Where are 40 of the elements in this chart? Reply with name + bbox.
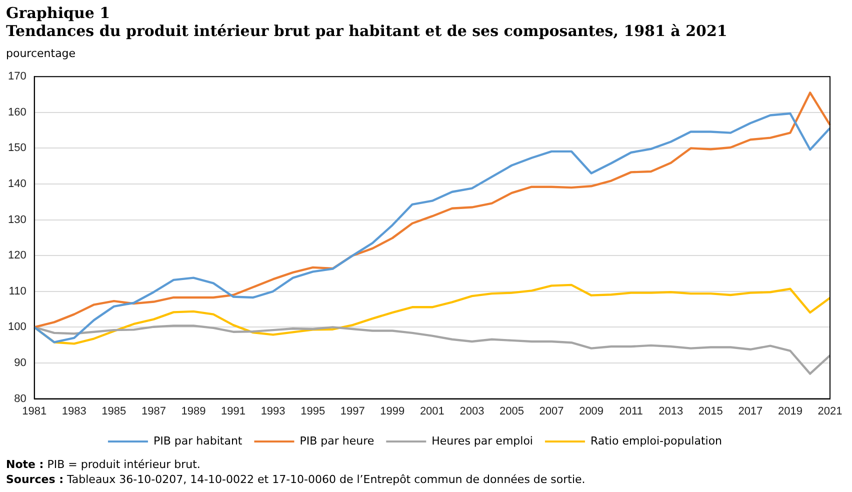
x-tick-label: 1991 bbox=[221, 405, 246, 418]
x-tick-label: 2009 bbox=[579, 405, 604, 418]
x-tick-label: 1995 bbox=[300, 405, 326, 418]
x-tick-label: 1993 bbox=[260, 405, 286, 418]
y-tick-label: 90 bbox=[14, 357, 26, 370]
y-tick-label: 130 bbox=[8, 214, 26, 226]
x-tick-label: 1999 bbox=[380, 405, 405, 418]
y-tick-label: 160 bbox=[8, 106, 26, 118]
y-tick-label: 150 bbox=[8, 142, 26, 154]
x-tick-label: 2011 bbox=[619, 405, 643, 418]
x-tick-label: 2007 bbox=[539, 405, 564, 418]
x-tick-label: 2005 bbox=[500, 405, 524, 418]
y-tick-label: 110 bbox=[8, 285, 26, 298]
legend-label: Ratio emploi-population bbox=[590, 434, 722, 448]
x-tick-label: 2019 bbox=[778, 405, 802, 418]
legend-label: Heures par emploi bbox=[432, 434, 533, 448]
x-tick-label: 2017 bbox=[738, 405, 763, 418]
y-tick-label: 120 bbox=[8, 250, 26, 262]
x-tick-label: 2021 bbox=[818, 405, 842, 418]
x-tick-label: 2015 bbox=[698, 405, 723, 418]
legend-label: PIB par habitant bbox=[153, 434, 243, 448]
x-tick-label: 1983 bbox=[62, 405, 86, 418]
y-tick-label: 170 bbox=[8, 70, 26, 83]
x-tick-label: 1985 bbox=[102, 405, 126, 418]
text: Note : PIB = produit intérieur brut. bbox=[6, 457, 202, 472]
x-tick-label: 2003 bbox=[460, 405, 484, 418]
x-tick-label: 2013 bbox=[658, 405, 684, 418]
x-tick-label: 1997 bbox=[340, 405, 365, 418]
chart-title: Graphique 1 bbox=[6, 4, 112, 22]
x-tick-label: 1981 bbox=[22, 405, 47, 418]
legend-label: PIB par heure bbox=[300, 434, 374, 448]
x-tick-label: 1987 bbox=[141, 405, 166, 418]
y-tick-label: 80 bbox=[14, 392, 26, 405]
y-axis-title: pourcentage bbox=[6, 47, 76, 60]
chart-subtitle: Tendances du produit intérieur brut par habitant et de ses composantes, 1981 à 2021 bbox=[6, 22, 728, 40]
y-tick-label: 100 bbox=[8, 321, 26, 334]
source-note: Sources : Tableaux 36-10-0207, 14-10-0022 et 17-10-0060 de l’Entrepôt commun de données de sortie. bbox=[6, 472, 586, 487]
x-tick-label: 2001 bbox=[420, 405, 444, 418]
y-tick-label: 140 bbox=[8, 178, 26, 190]
x-tick-label: 1989 bbox=[181, 405, 206, 418]
